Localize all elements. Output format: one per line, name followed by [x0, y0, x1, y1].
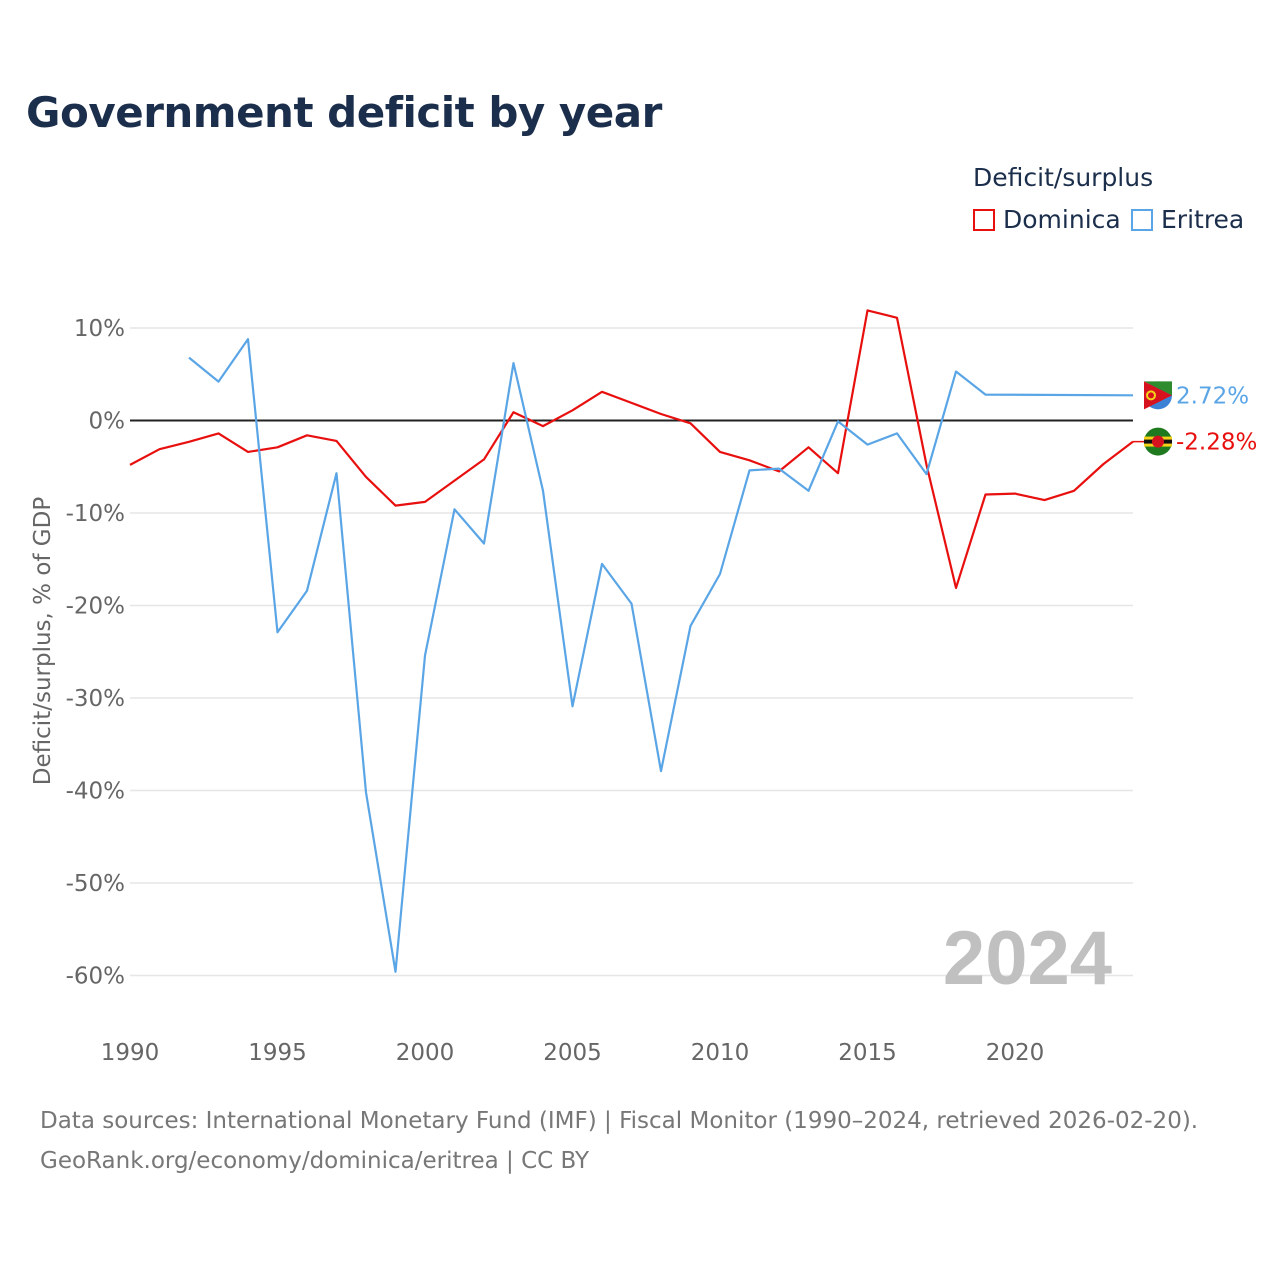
- y-tick-label: -30%: [66, 686, 125, 712]
- x-tick-label: 2010: [691, 1040, 750, 1066]
- year-watermark: 2024: [943, 916, 1112, 1001]
- x-tick-label: 1995: [248, 1040, 307, 1066]
- y-tick-label: 0%: [89, 409, 126, 435]
- chart-title: Government deficit by year: [26, 88, 662, 137]
- legend-swatch-dominica: [973, 208, 995, 231]
- flag-emblem: [1146, 390, 1156, 401]
- flag-dominica-icon: [1133, 427, 1172, 456]
- flag-disc: [1152, 435, 1164, 448]
- legend-title: Deficit/surplus: [973, 163, 1154, 192]
- gridlines: [130, 327, 1133, 977]
- x-tick-label: 2020: [986, 1040, 1045, 1066]
- flag-red: [1144, 381, 1172, 410]
- legend-item-dominica[interactable]: Dominica: [973, 205, 1121, 234]
- y-tick-label: -20%: [66, 594, 125, 620]
- x-tick-label: 2000: [396, 1040, 455, 1066]
- y-tick-label: -40%: [66, 779, 125, 805]
- x-tick-label: 1990: [101, 1040, 160, 1066]
- end-label-dominica: -2.28%: [1176, 430, 1257, 456]
- end-label-eritrea: 2.72%: [1176, 383, 1249, 409]
- y-tick-label: 10%: [74, 316, 125, 342]
- series-lines: [129, 309, 1134, 973]
- legend-item-eritrea[interactable]: Eritrea: [1131, 205, 1244, 234]
- flag-eritrea-icon: [1144, 381, 1172, 410]
- series-line-dominica: [129, 309, 1134, 590]
- legend-label-eritrea: Eritrea: [1161, 205, 1245, 234]
- y-tick-label: -50%: [66, 871, 125, 897]
- legend-label-dominica: Dominica: [1003, 205, 1121, 234]
- y-tick-label: -60%: [66, 964, 125, 990]
- y-axis-title: Deficit/surplus, % of GDP: [30, 497, 56, 786]
- series-line-eritrea: [188, 338, 1134, 973]
- source-line-2[interactable]: GeoRank.org/economy/dominica/eritrea | C…: [40, 1148, 590, 1174]
- chart-plot: 2024 10% 0% -10% -20% -30% -40% -50% -60% 1990 19…: [30, 309, 1257, 1066]
- y-tick-label: -10%: [66, 501, 125, 527]
- x-tick-label: 2015: [838, 1040, 897, 1066]
- end-markers: -2.28% 2.72%: [1133, 381, 1257, 456]
- legend-swatch-eritrea: [1131, 208, 1153, 231]
- source-line-1: Data sources: International Monetary Fun…: [40, 1108, 1199, 1134]
- axis-labels: 10% 0% -10% -20% -30% -40% -50% -60% 1990 1995 200…: [66, 316, 1045, 1066]
- x-tick-label: 2005: [543, 1040, 602, 1066]
